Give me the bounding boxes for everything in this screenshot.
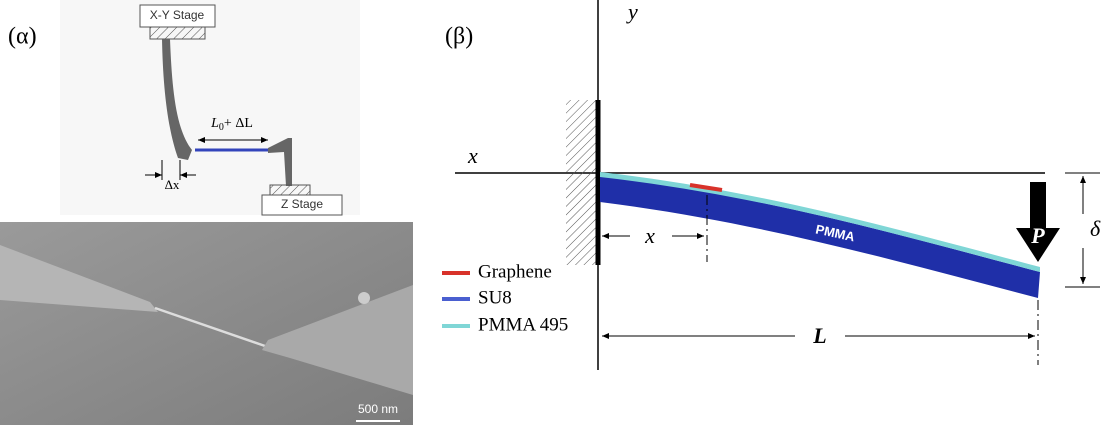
graphene xyxy=(689,183,723,192)
scale-bar-label: 500 nm xyxy=(358,402,398,416)
load-label: P xyxy=(1030,223,1045,248)
gap-rest: + ΔL xyxy=(224,116,253,131)
beam-pmma495 xyxy=(600,172,1040,272)
panel-a: (α) X-Y Stage L0+ ΔL Δx Z Stage 500 nm xyxy=(0,0,413,425)
tip xyxy=(268,138,292,186)
gap-symbol: L xyxy=(210,116,219,131)
load-arrow xyxy=(1016,182,1060,262)
nanowire xyxy=(154,306,266,348)
gap-subscript: 0 xyxy=(219,122,224,133)
x-axis-label: x xyxy=(467,143,478,168)
legend-label: Graphene xyxy=(478,261,552,282)
particle xyxy=(358,292,370,304)
stage-mount xyxy=(149,26,206,40)
y-axis-label: y xyxy=(626,0,638,24)
left-probe xyxy=(0,245,158,312)
length-label: L xyxy=(812,323,826,348)
legend-label: SU8 xyxy=(478,287,512,308)
wall xyxy=(566,100,598,265)
panel-label: (α) xyxy=(8,24,37,50)
stage-box xyxy=(261,194,343,216)
schematic-bg xyxy=(60,0,360,215)
stage-mount xyxy=(269,184,311,196)
stage-label: Z Stage xyxy=(281,197,323,211)
gap-label: L0+ ΔL xyxy=(210,116,253,133)
panel-b: (β) y x PMMA P δ x L Graphene SU8 PMMA 4… xyxy=(442,0,1101,370)
cantilever xyxy=(162,39,192,160)
panel-label: (β) xyxy=(445,24,473,50)
deflection-label: Δx xyxy=(165,177,180,192)
right-probe xyxy=(262,285,413,395)
legend: Graphene SU8 PMMA 495 xyxy=(442,261,568,335)
stage-label: X-Y Stage xyxy=(150,8,205,22)
deflection-label: δ xyxy=(1090,216,1101,241)
legend-label: PMMA 495 xyxy=(478,314,568,335)
beam-su8 xyxy=(600,176,1040,298)
position-label: x xyxy=(644,223,655,248)
